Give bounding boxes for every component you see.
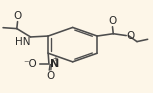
Text: O: O <box>13 11 22 21</box>
Text: HN: HN <box>15 37 30 47</box>
Text: O: O <box>108 16 117 26</box>
Text: +: + <box>52 56 58 62</box>
Text: N: N <box>50 59 59 69</box>
Text: O: O <box>46 71 54 81</box>
Text: O: O <box>127 31 135 41</box>
Text: ⁻O: ⁻O <box>23 59 37 69</box>
